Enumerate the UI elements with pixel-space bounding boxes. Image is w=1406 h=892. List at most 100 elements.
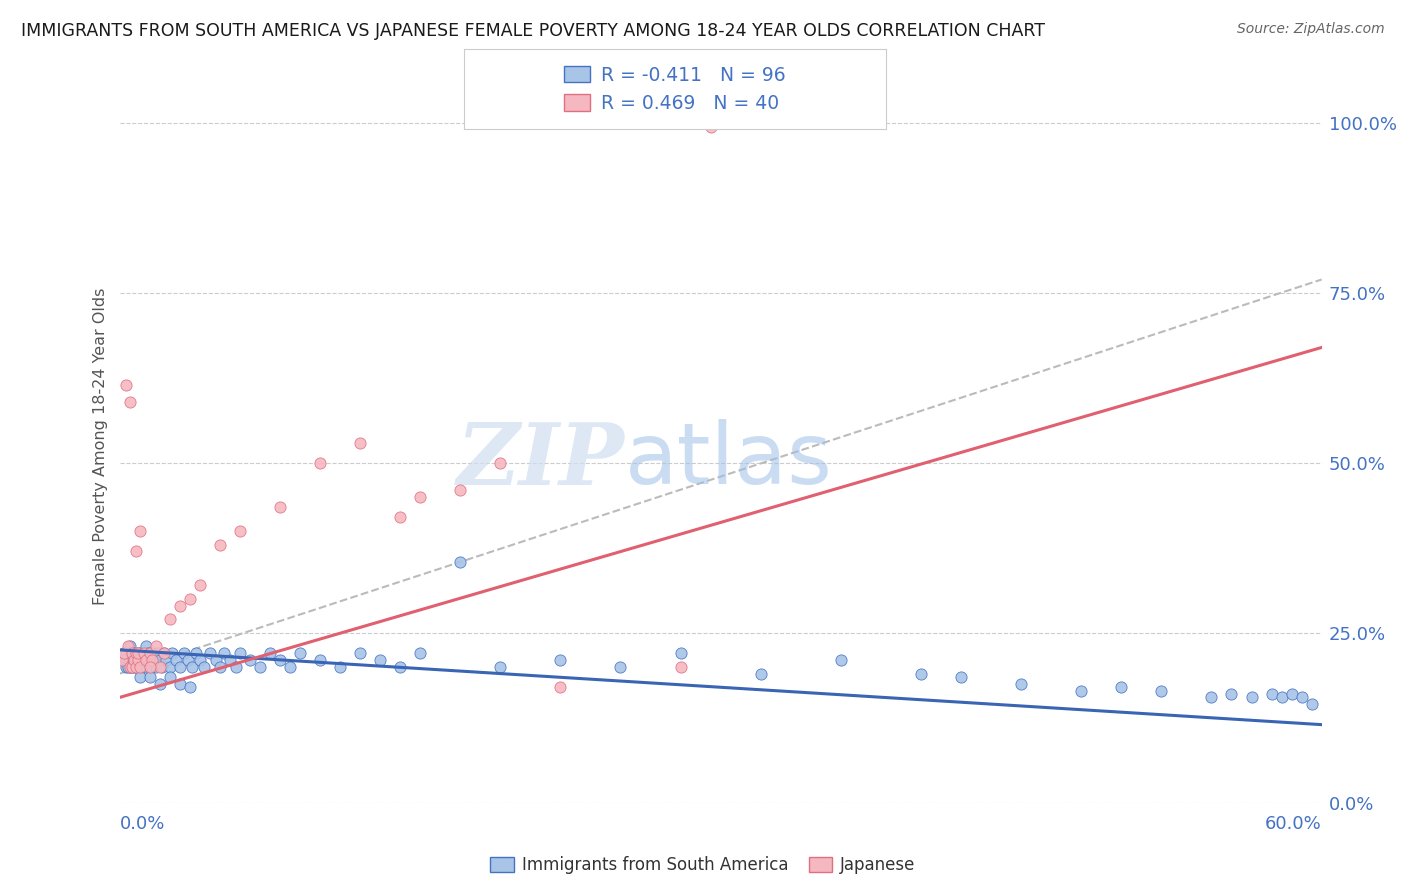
Point <box>127 653 149 667</box>
Text: Source: ZipAtlas.com: Source: ZipAtlas.com <box>1237 22 1385 37</box>
Point <box>749 666 772 681</box>
Point <box>409 490 432 504</box>
Point <box>165 653 187 667</box>
Point <box>152 646 174 660</box>
Point <box>114 653 136 667</box>
Point <box>117 640 139 654</box>
Point <box>141 653 163 667</box>
Point <box>159 660 181 674</box>
Point <box>118 640 141 654</box>
Point <box>208 660 231 674</box>
Point <box>118 660 141 674</box>
Point <box>609 660 631 674</box>
Point <box>160 646 183 660</box>
Point <box>388 510 412 524</box>
Point <box>349 646 371 660</box>
Point <box>169 660 191 674</box>
Point <box>135 660 157 674</box>
Text: 60.0%: 60.0% <box>1265 814 1322 832</box>
Point <box>124 660 146 674</box>
Legend: R = -0.411   N = 96, R = 0.469   N = 40: R = -0.411 N = 96, R = 0.469 N = 40 <box>557 58 793 120</box>
Point <box>193 660 215 674</box>
Point <box>1281 687 1303 701</box>
Point <box>1271 690 1294 705</box>
Point <box>138 660 160 674</box>
Point <box>122 646 145 660</box>
Point <box>127 646 149 660</box>
Point <box>128 670 150 684</box>
Point <box>149 653 172 667</box>
Point <box>149 660 172 674</box>
Point <box>150 660 173 674</box>
Point <box>1201 690 1223 705</box>
Point <box>249 660 271 674</box>
Point <box>135 653 157 667</box>
Point <box>669 646 692 660</box>
Point <box>138 660 160 674</box>
Point <box>368 653 391 667</box>
Point <box>127 653 149 667</box>
Point <box>118 394 141 409</box>
Point <box>278 660 301 674</box>
Text: ZIP: ZIP <box>457 418 624 502</box>
Point <box>132 646 155 660</box>
Point <box>550 653 572 667</box>
Point <box>204 653 226 667</box>
Point <box>228 524 252 538</box>
Point <box>149 677 172 691</box>
Point <box>409 646 432 660</box>
Point <box>550 680 572 694</box>
Point <box>449 483 471 498</box>
Point <box>135 640 157 654</box>
Point <box>288 646 311 660</box>
Point <box>228 646 252 660</box>
Point <box>122 660 145 674</box>
Point <box>669 660 692 674</box>
Point <box>1150 683 1173 698</box>
Point <box>180 660 202 674</box>
Point <box>155 653 177 667</box>
Point <box>114 660 136 674</box>
Point <box>269 653 291 667</box>
Point <box>173 646 195 660</box>
Point <box>131 653 153 667</box>
Point <box>489 660 512 674</box>
Point <box>269 500 291 515</box>
Point <box>121 660 143 674</box>
Point <box>124 544 146 558</box>
Point <box>136 646 159 660</box>
Point <box>141 653 163 667</box>
Point <box>225 660 247 674</box>
Point <box>127 646 149 660</box>
Point <box>117 653 139 667</box>
Point <box>128 660 150 674</box>
Point <box>489 456 512 470</box>
Point <box>259 646 281 660</box>
Point <box>169 677 191 691</box>
Point <box>124 646 146 660</box>
Point <box>1010 677 1032 691</box>
Point <box>142 653 165 667</box>
Point <box>118 660 141 674</box>
Point <box>112 646 135 660</box>
Point <box>176 653 198 667</box>
Point <box>121 646 143 660</box>
Point <box>188 653 211 667</box>
Point <box>830 653 852 667</box>
Point <box>1111 680 1133 694</box>
Point <box>950 670 973 684</box>
Point <box>121 646 143 660</box>
Point <box>449 555 471 569</box>
Point <box>159 670 181 684</box>
Point <box>169 599 191 613</box>
Point <box>309 653 332 667</box>
Point <box>124 660 146 674</box>
Legend: Immigrants from South America, Japanese: Immigrants from South America, Japanese <box>484 849 922 881</box>
Point <box>388 660 412 674</box>
Point <box>179 591 201 606</box>
Point <box>112 646 135 660</box>
Point <box>118 653 141 667</box>
Point <box>117 660 139 674</box>
Y-axis label: Female Poverty Among 18-24 Year Olds: Female Poverty Among 18-24 Year Olds <box>93 287 108 605</box>
Point <box>121 653 143 667</box>
